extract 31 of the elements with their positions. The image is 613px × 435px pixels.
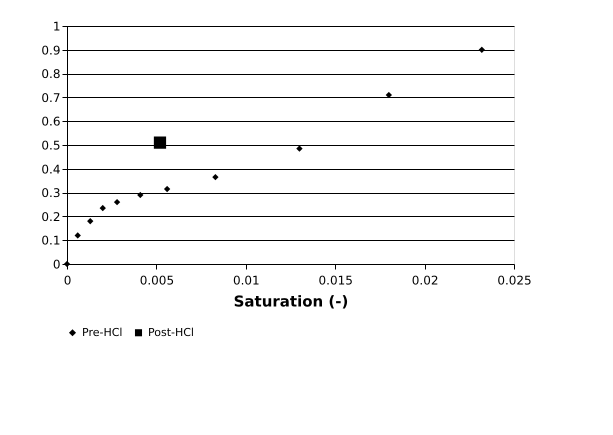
- x-tick-label: 0.025: [497, 274, 532, 288]
- x-tick-label: 0.01: [232, 274, 260, 288]
- x-axis-title: Saturation (-): [234, 292, 348, 310]
- y-tick-label: 1: [52, 20, 60, 34]
- y-tick-label: 0.4: [41, 162, 60, 176]
- x-tick-label: 0.02: [412, 274, 438, 288]
- point: [212, 174, 219, 180]
- x-tick-label: 0.005: [140, 274, 174, 288]
- y-tick-label: 0.2: [41, 210, 60, 224]
- x-tick-label: 0.015: [318, 274, 353, 288]
- y-tick-label: 0.9: [41, 43, 60, 58]
- point: [296, 145, 303, 152]
- legend-label: Pre-HCl: [82, 326, 122, 339]
- y-tick-label: 0.3: [41, 186, 60, 200]
- x-tick-label: 0: [64, 274, 72, 288]
- point: [154, 136, 166, 149]
- y-tick-label: 0: [52, 258, 60, 272]
- point: [386, 92, 392, 98]
- point: [87, 218, 94, 224]
- point: [100, 204, 106, 212]
- point: [114, 198, 120, 206]
- y-tick-label: 0.8: [41, 67, 60, 82]
- point: [137, 192, 144, 198]
- y-tick-label: 0.1: [41, 234, 60, 248]
- y-tick-label: 0.7: [41, 90, 60, 105]
- y-tick-label: 0.5: [41, 138, 60, 152]
- point: [164, 186, 170, 192]
- y-tick-label: 0.6: [41, 114, 60, 129]
- point: [478, 46, 485, 53]
- point: [74, 232, 81, 239]
- legend-label: Post-HCl: [148, 326, 194, 339]
